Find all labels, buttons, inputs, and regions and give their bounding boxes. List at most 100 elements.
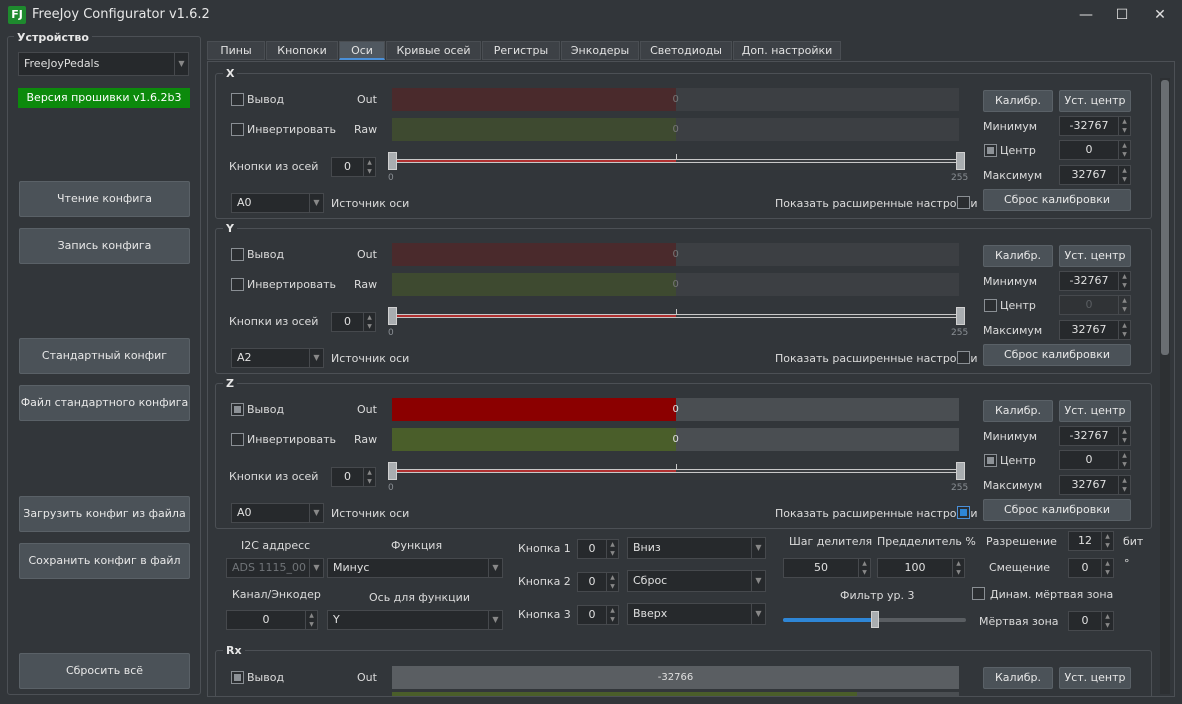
default-config-file-button[interactable]: Файл стандартного конфига	[19, 385, 190, 421]
button2-spinbox[interactable]: 0 ▲ ▼	[577, 572, 619, 592]
spin-arrows-icon: ▲ ▼	[1118, 427, 1130, 445]
read-config-button[interactable]: Чтение конфига	[19, 181, 190, 217]
device-select[interactable]: FreeJoyPedals ▼	[18, 52, 189, 76]
minimize-button[interactable]: —	[1079, 7, 1093, 23]
set-center-button[interactable]: Уст. центр	[1059, 400, 1131, 422]
show-advanced-checkbox[interactable]	[957, 351, 970, 364]
button2-value: 0	[588, 575, 596, 588]
output-checkbox[interactable]	[231, 403, 244, 416]
i2c-select[interactable]: ADS 1115_00 ▼	[226, 558, 324, 578]
center-checkbox[interactable]	[984, 144, 997, 157]
show-advanced-checkbox[interactable]	[957, 506, 970, 519]
tab-leds[interactable]: Светодиоды	[640, 41, 732, 60]
invert-label: Инвертировать	[247, 123, 337, 136]
slider-handle-left[interactable]	[388, 152, 397, 170]
calibrate-button[interactable]: Калибр.	[983, 400, 1053, 422]
buttons-from-axes-spinbox[interactable]: 0 ▲ ▼	[331, 157, 376, 177]
tab-buttons[interactable]: Кнопоки	[266, 41, 338, 60]
button3-action-select[interactable]: Вверх ▼	[627, 603, 766, 625]
slider-handle-right[interactable]	[956, 307, 965, 325]
maximum-spinbox[interactable]: 32767 ▲ ▼	[1059, 165, 1131, 185]
resolution-spinbox[interactable]: 12 ▲ ▼	[1068, 531, 1114, 551]
write-config-button[interactable]: Запись конфига	[19, 228, 190, 264]
rx-set-center-button[interactable]: Уст. центр	[1059, 667, 1131, 689]
device-select-value: FreeJoyPedals	[24, 57, 100, 70]
center-spinbox[interactable]: 0 ▲ ▼	[1059, 295, 1131, 315]
default-config-button[interactable]: Стандартный конфиг	[19, 338, 190, 374]
dynamic-deadzone-checkbox[interactable]	[972, 587, 985, 600]
minimum-spinbox[interactable]: -32767 ▲ ▼	[1059, 271, 1131, 291]
tab-axis-curves[interactable]: Кривые осей	[386, 41, 481, 60]
calibrate-button[interactable]: Калибр.	[983, 90, 1053, 112]
function-select[interactable]: Минус ▼	[327, 558, 503, 578]
axis-title-rx: Rx	[223, 644, 245, 657]
deadzone-spinbox[interactable]: 0 ▲ ▼	[1068, 611, 1114, 631]
maximum-spinbox[interactable]: 32767 ▲ ▼	[1059, 475, 1131, 495]
filter-slider-handle[interactable]	[870, 611, 879, 628]
minimum-label: Минимум	[983, 275, 1038, 288]
reset-calibration-button[interactable]: Сброс калибровки	[983, 344, 1131, 366]
spin-arrows-icon: ▲ ▼	[363, 468, 375, 486]
axis-source-select[interactable]: A0 ▼	[231, 503, 324, 523]
minimum-spinbox[interactable]: -32767 ▲ ▼	[1059, 426, 1131, 446]
center-checkbox[interactable]	[984, 299, 997, 312]
slider-handle-right[interactable]	[956, 152, 965, 170]
raw-label: Raw	[354, 123, 378, 136]
invert-checkbox[interactable]	[231, 433, 244, 446]
tab-axes[interactable]: Оси	[339, 41, 385, 60]
reset-all-button[interactable]: Сбросить всё	[19, 653, 190, 689]
tab-pins[interactable]: Пины	[207, 41, 265, 60]
slider-handle-left[interactable]	[388, 307, 397, 325]
slider-max-label: 255	[951, 173, 969, 183]
output-checkbox[interactable]	[231, 93, 244, 106]
axis-source-select[interactable]: A0 ▼	[231, 193, 324, 213]
buttons-from-axes-spinbox[interactable]: 0 ▲ ▼	[331, 467, 376, 487]
tab-encoders[interactable]: Энкодеры	[561, 41, 639, 60]
device-group-title: Устройство	[14, 31, 92, 44]
slider-handle-left[interactable]	[388, 462, 397, 480]
channel-spinbox[interactable]: 0 ▲ ▼	[226, 610, 318, 630]
axis-source-select[interactable]: A2 ▼	[231, 348, 324, 368]
tab-extra-settings[interactable]: Доп. настройки	[733, 41, 841, 60]
button1-spinbox[interactable]: 0 ▲ ▼	[577, 539, 619, 559]
buttons-from-axes-spinbox[interactable]: 0 ▲ ▼	[331, 312, 376, 332]
save-config-button[interactable]: Сохранить конфиг в файл	[19, 543, 190, 579]
offset-spinbox[interactable]: 0 ▲ ▼	[1068, 558, 1114, 578]
maximum-spinbox[interactable]: 32767 ▲ ▼	[1059, 320, 1131, 340]
maximize-button[interactable]: ☐	[1115, 7, 1129, 23]
prescaler-spinbox[interactable]: 100 ▲ ▼	[877, 558, 965, 578]
close-button[interactable]: ✕	[1154, 7, 1166, 23]
minimum-value: -32767	[1069, 119, 1109, 132]
output-label: Вывод	[247, 248, 285, 261]
center-spinbox[interactable]: 0 ▲ ▼	[1059, 140, 1131, 160]
button3-spinbox[interactable]: 0 ▲ ▼	[577, 605, 619, 625]
load-config-button[interactable]: Загрузить конфиг из файла	[19, 496, 190, 532]
invert-checkbox[interactable]	[231, 278, 244, 291]
button1-action-value: Вниз	[633, 541, 661, 554]
button1-action-select[interactable]: Вниз ▼	[627, 537, 766, 559]
minimum-value: -32767	[1069, 274, 1109, 287]
reset-calibration-button[interactable]: Сброс калибровки	[983, 499, 1131, 521]
minimum-spinbox[interactable]: -32767 ▲ ▼	[1059, 116, 1131, 136]
rx-calibrate-button[interactable]: Калибр.	[983, 667, 1053, 689]
slider-handle-right[interactable]	[956, 462, 965, 480]
center-checkbox[interactable]	[984, 454, 997, 467]
center-label: Центр	[1000, 144, 1036, 157]
output-checkbox[interactable]	[231, 248, 244, 261]
axis-group-z: Z Вывод Инвертировать Out Raw 0 0 Кнопки…	[215, 377, 1152, 529]
content-scrollbar[interactable]	[1160, 78, 1170, 694]
button2-action-select[interactable]: Сброс ▼	[627, 570, 766, 592]
calibrate-button[interactable]: Калибр.	[983, 245, 1053, 267]
show-advanced-checkbox[interactable]	[957, 196, 970, 209]
reset-calibration-button[interactable]: Сброс калибровки	[983, 189, 1131, 211]
set-center-button[interactable]: Уст. центр	[1059, 90, 1131, 112]
axis-function-select[interactable]: Y ▼	[327, 610, 503, 630]
slider-max-label: 255	[951, 483, 969, 493]
step-spinbox[interactable]: 50 ▲ ▼	[783, 558, 871, 578]
tab-registers[interactable]: Регистры	[482, 41, 560, 60]
center-spinbox[interactable]: 0 ▲ ▼	[1059, 450, 1131, 470]
invert-checkbox[interactable]	[231, 123, 244, 136]
set-center-button[interactable]: Уст. центр	[1059, 245, 1131, 267]
rx-output-checkbox[interactable]	[231, 671, 244, 684]
scrollbar-thumb[interactable]	[1161, 80, 1169, 355]
